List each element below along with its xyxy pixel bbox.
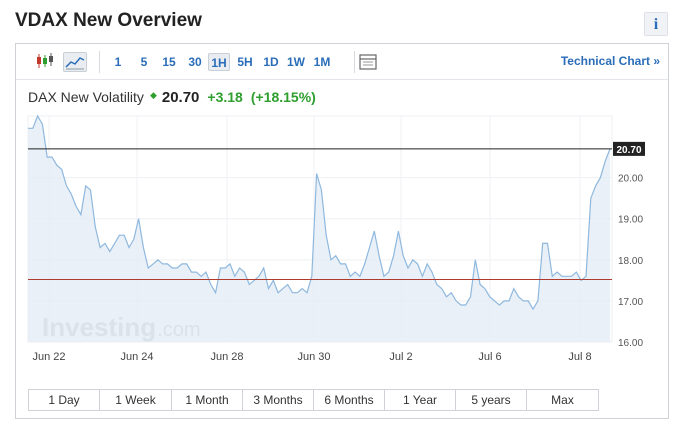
last-price: 20.70 [161, 89, 200, 106]
x-tick-label: Jun 30 [297, 351, 330, 363]
x-tick-label: Jun 22 [32, 351, 65, 363]
interval-1h-button[interactable]: 1H [208, 53, 230, 71]
x-tick-label: Jul 2 [389, 351, 412, 363]
interval-5h-button[interactable]: 5H [237, 55, 253, 69]
chart-settings-icon[interactable] [358, 53, 380, 73]
up-arrow-icon: ◆ [149, 90, 157, 100]
price-change: +3.18 [207, 89, 243, 105]
y-tick-label: 19.00 [618, 215, 643, 226]
interval-30-button[interactable]: 30 [188, 55, 202, 69]
toolbar-divider [354, 51, 355, 73]
range-max-button[interactable]: Max [551, 393, 574, 407]
x-tick-label: Jul 6 [478, 351, 501, 363]
candlestick-icon[interactable] [34, 52, 58, 72]
technical-chart-link[interactable]: Technical Chart » [560, 54, 660, 68]
interval-5-button[interactable]: 5 [140, 55, 148, 69]
page-title: VDAX New Overview [15, 10, 202, 31]
current-price-tag [613, 141, 645, 156]
y-tick-label: 16.00 [618, 338, 643, 349]
interval-1d-button[interactable]: 1D [263, 55, 279, 69]
range-1-year-button[interactable]: 1 Year [385, 390, 456, 410]
info-icon[interactable]: i [644, 12, 668, 36]
chart-toolbar: 1 5 15 30 1H 5H 1D 1W 1M Technical Chart » [16, 44, 668, 80]
y-tick-label: 17.00 [618, 297, 643, 308]
interval-1w-button[interactable]: 1W [287, 55, 305, 69]
chart-panel: 1 5 15 30 1H 5H 1D 1W 1M Technical Chart » DAX N… [15, 43, 669, 419]
toolbar-divider [99, 51, 100, 73]
series-line [28, 114, 611, 311]
y-tick-label: 18.00 [618, 256, 643, 267]
price-change-percent: (+18.15%) [250, 89, 316, 105]
current-price-label: 20.70 [616, 145, 641, 156]
instrument-name: DAX New Volatility [28, 89, 144, 105]
time-range-selector: 1 Day 1 Week 1 Month 3 Months 6 Months 1 Year… [28, 389, 599, 411]
interval-15-button[interactable]: 15 [162, 55, 176, 69]
x-tick-label: Jun 28 [210, 351, 243, 363]
series-area [28, 116, 610, 342]
range-1-week-button[interactable]: 1 Week [100, 390, 172, 410]
interval-1m-button[interactable]: 1M [313, 55, 331, 69]
price-chart[interactable]: 16.00 17.00 18.00 19.00 20.00 Jun 22 Jun 24 Jun… [16, 44, 668, 384]
x-tick-label: Jul 8 [568, 351, 591, 363]
interval-1-button[interactable]: 1 [114, 55, 122, 69]
range-1-month-button[interactable]: 1 Month [172, 390, 243, 410]
range-5-years-button[interactable]: 5 years [456, 390, 527, 410]
x-tick-label: Jun 24 [120, 351, 153, 363]
range-1-day-button[interactable]: 1 Day [29, 390, 100, 410]
quote-summary: DAX New Volatility ◆ 20.70 +3.18 (+18.15%) [28, 89, 316, 106]
area-chart-icon[interactable] [63, 52, 87, 72]
range-3-months-button[interactable]: 3 Months [243, 390, 314, 410]
y-tick-label: 20.00 [618, 174, 643, 185]
range-6-months-button[interactable]: 6 Months [314, 390, 385, 410]
